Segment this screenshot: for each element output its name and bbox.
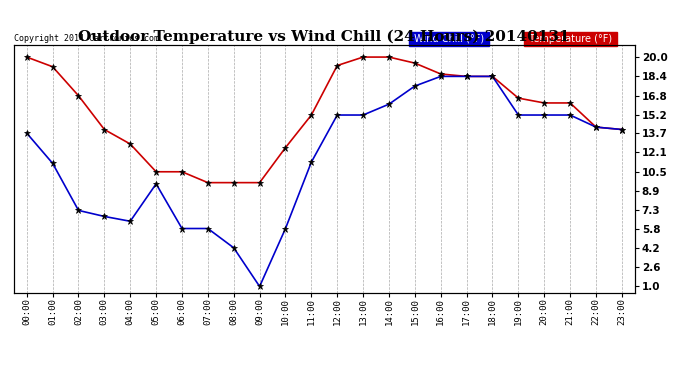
Text: Temperature (°F): Temperature (°F) (526, 34, 615, 44)
Text: Copyright 2014 Cartronics.com: Copyright 2014 Cartronics.com (14, 33, 159, 42)
Title: Outdoor Temperature vs Wind Chill (24 Hours) 20140131: Outdoor Temperature vs Wind Chill (24 Ho… (79, 30, 570, 44)
Text: Wind Chill (°F): Wind Chill (°F) (411, 34, 488, 44)
